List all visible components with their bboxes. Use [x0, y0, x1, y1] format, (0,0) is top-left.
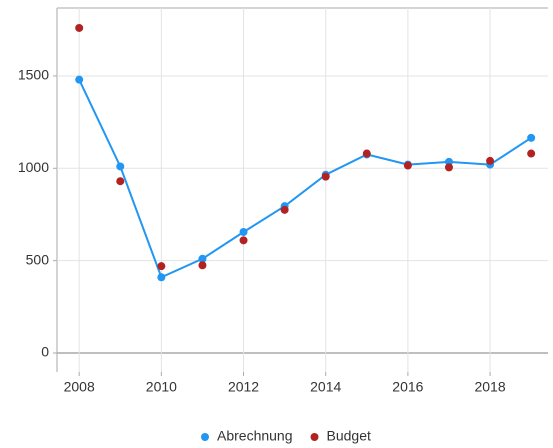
point: [403, 161, 412, 170]
x-tick-label: 2010: [146, 379, 177, 395]
x-tick-label: 2012: [228, 379, 259, 395]
legend-label: Abrechnung: [217, 428, 293, 444]
point: [362, 149, 371, 158]
series-line: [78, 79, 532, 279]
y-tick-label: 1500: [18, 67, 49, 83]
point: [486, 156, 495, 165]
legend-swatch: [310, 433, 319, 441]
x-tick-label: 2014: [310, 379, 341, 395]
point: [239, 228, 248, 237]
x-tick-label: 2016: [392, 379, 423, 395]
point: [444, 157, 453, 166]
legend-swatch: [201, 433, 209, 441]
point: [75, 75, 84, 84]
point: [239, 236, 248, 245]
point: [198, 261, 207, 270]
point: [321, 172, 330, 181]
point: [280, 205, 289, 214]
point: [527, 133, 536, 142]
point: [116, 177, 125, 186]
y-tick-label: 1000: [18, 159, 49, 175]
y-tick-label: 500: [26, 251, 50, 267]
y-tick-label: 0: [41, 344, 49, 360]
point: [116, 162, 125, 171]
point: [527, 149, 536, 158]
point: [157, 262, 166, 271]
point: [198, 254, 207, 263]
x-tick-label: 2008: [64, 379, 95, 395]
point: [444, 163, 453, 172]
point: [75, 23, 84, 32]
point: [157, 273, 166, 282]
x-tick-label: 2018: [474, 379, 505, 395]
legend-label: Budget: [327, 428, 371, 444]
